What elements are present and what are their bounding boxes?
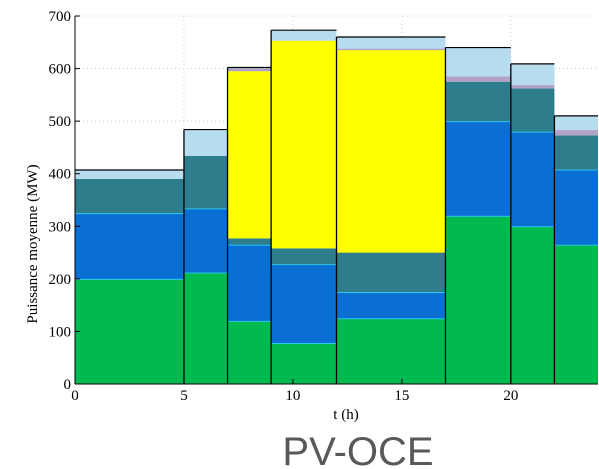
x-tick-label: 20	[503, 388, 518, 404]
bar-segment	[445, 215, 511, 384]
y-tick-label: 500	[49, 114, 72, 130]
y-tick-label: 400	[49, 167, 72, 183]
bar-segment	[227, 244, 272, 321]
bar-segment	[445, 76, 511, 82]
bar-segment	[554, 135, 598, 170]
bar-segment	[554, 130, 598, 136]
bar-segment	[336, 292, 446, 319]
bar-segment	[75, 178, 184, 214]
bar-segment	[75, 170, 184, 179]
bar-segment	[227, 71, 272, 239]
bar-segment	[510, 63, 555, 85]
bar-segment	[510, 84, 555, 89]
bar-segment	[271, 40, 337, 249]
x-tick-label: 15	[394, 388, 409, 404]
bar-segment	[271, 248, 337, 265]
bar-segment	[336, 48, 446, 51]
bar-segment	[75, 213, 184, 279]
bar-segment	[554, 169, 598, 245]
bar-segment	[271, 264, 337, 343]
x-tick-label: 0	[71, 388, 79, 404]
y-tick-label: 600	[49, 62, 72, 78]
bar-outlines	[75, 29, 598, 384]
bar-segment	[336, 252, 446, 292]
chart-caption: PV-OCE	[282, 430, 433, 469]
bar-segment	[271, 342, 337, 384]
bar-segment	[183, 129, 228, 156]
tick-labels: 0 100 200 300 400 500 600 700 0 5 10 15 20	[49, 9, 519, 404]
bar-segment	[227, 238, 272, 245]
bar-segment	[510, 88, 555, 132]
bar-segment	[75, 278, 184, 384]
bar-segment	[336, 318, 446, 384]
x-tick-label: 5	[180, 388, 188, 404]
bar-segment	[445, 81, 511, 122]
bar-segment	[336, 50, 446, 253]
axes	[74, 15, 598, 385]
bar-segment	[554, 115, 598, 131]
y-tick-label: 300	[49, 219, 72, 235]
y-tick-label: 100	[49, 324, 72, 340]
bar-segment	[510, 131, 555, 227]
bar-segment	[227, 320, 272, 384]
y-tick-label: 0	[64, 377, 72, 393]
y-tick-label: 700	[49, 9, 72, 25]
bar-segment	[183, 155, 228, 209]
x-axis-label: t (h)	[333, 407, 358, 423]
bar-segment	[183, 272, 228, 384]
bar-segment	[271, 30, 337, 41]
bar-segment	[183, 208, 228, 273]
x-tick-label: 10	[285, 388, 300, 404]
y-tick-label: 200	[49, 272, 72, 288]
stacked-bars	[75, 30, 598, 384]
bar-segment	[554, 244, 598, 384]
bar-segment	[510, 226, 555, 384]
bar-segment	[336, 37, 446, 49]
bar-segment	[445, 121, 511, 216]
bar-segment	[445, 47, 511, 77]
bar-segment	[227, 68, 272, 72]
y-axis-label: Puissance moyenne (MW)	[25, 164, 41, 323]
